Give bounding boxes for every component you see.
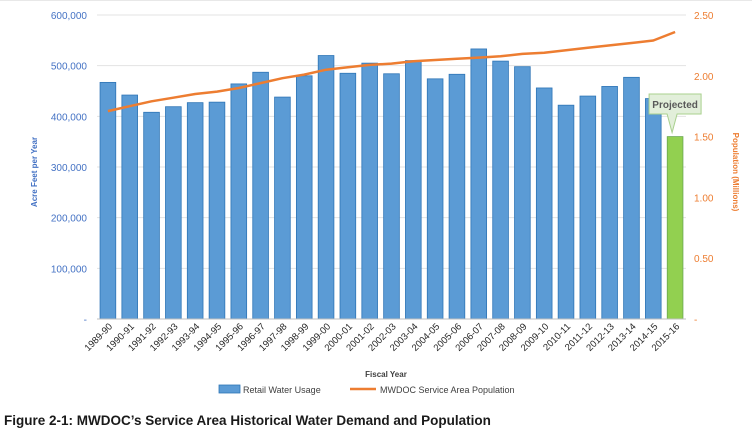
bar (339, 72, 357, 320)
y-tick-label: 100,000 (51, 264, 88, 275)
y-axis-ticks: - 100,000 200,000 300,000 400,000 500,000 600,… (51, 11, 88, 326)
bar (165, 106, 182, 320)
y-tick-label: 600,000 (51, 11, 88, 22)
bar (361, 62, 378, 320)
legend-label-line: MWDOC Service Area Population (380, 385, 515, 395)
y-tick-label: 500,000 (51, 62, 88, 73)
bars (99, 48, 684, 320)
y2-tick-label: 2.00 (694, 72, 714, 83)
bar (252, 71, 269, 320)
callout-box (648, 93, 702, 135)
bar-projected (666, 136, 684, 320)
legend-label-bars: Retail Water Usage (243, 385, 321, 395)
legend: Retail Water Usage MWDOC Service Area Po… (218, 384, 515, 395)
y2-tick-label: 1.50 (694, 133, 714, 144)
y2-tick-label: 0.50 (694, 254, 714, 265)
bar (383, 73, 400, 320)
x-axis-label: Fiscal Year (365, 370, 407, 379)
figure-caption: Figure 2-1: MWDOC’s Service Area Histori… (4, 413, 491, 428)
bar (186, 102, 204, 320)
projected-callout: Projected (648, 93, 702, 135)
legend-swatch-bars (218, 384, 241, 394)
bar (426, 78, 444, 320)
bar (405, 60, 422, 320)
x-axis-ticks: 1989-901990-911991-921992-931993-941994-… (83, 321, 683, 353)
y2-tick-label: - (694, 315, 697, 326)
bar (601, 86, 618, 320)
bar (317, 55, 335, 320)
bar (230, 83, 248, 320)
chart: - 100,000 200,000 300,000 400,000 500,000 600,… (0, 0, 752, 395)
bar (99, 81, 117, 320)
y2-tick-label: 2.50 (694, 11, 714, 22)
y-tick-label: 300,000 (51, 163, 88, 174)
bar (645, 98, 662, 320)
y2-axis-label: Population (Millions) (731, 133, 740, 212)
y-tick-label: - (84, 315, 87, 326)
bar (557, 104, 575, 320)
bar (143, 111, 160, 320)
y-tick-label: 200,000 (51, 214, 88, 225)
y-axis-label: Acre Feet per Year (30, 137, 39, 207)
bar (514, 66, 531, 320)
y2-axis-ticks: - 0.50 1.00 1.50 2.00 2.50 (694, 11, 714, 326)
bar (535, 87, 553, 320)
bar (448, 73, 466, 320)
y-tick-label: 400,000 (51, 112, 88, 123)
bar (470, 48, 488, 320)
bar (492, 60, 509, 320)
bar (579, 95, 597, 320)
bar (295, 75, 313, 320)
callout-text: Projected (652, 100, 698, 111)
y2-tick-label: 1.00 (694, 193, 714, 204)
population-line (107, 30, 676, 113)
bar (121, 94, 138, 320)
bar (274, 96, 291, 320)
bar (208, 101, 226, 320)
bar (623, 76, 640, 320)
